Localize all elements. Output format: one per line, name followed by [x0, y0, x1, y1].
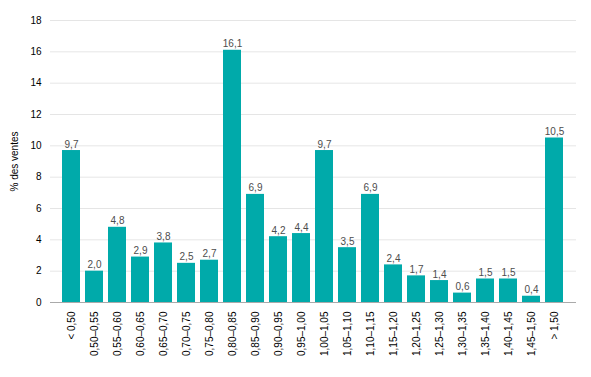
svg-text:0,85–0,90: 0,85–0,90	[250, 311, 261, 356]
svg-text:1,10–1,15: 1,10–1,15	[365, 311, 376, 356]
svg-text:0,95–1,00: 0,95–1,00	[296, 311, 307, 356]
svg-text:1,05–1,10: 1,05–1,10	[342, 311, 353, 356]
svg-text:9,7: 9,7	[65, 139, 79, 150]
svg-text:0,4: 0,4	[525, 284, 539, 295]
svg-text:0,65–0,70: 0,65–0,70	[158, 311, 169, 356]
svg-text:0,6: 0,6	[456, 281, 470, 292]
svg-text:6: 6	[36, 203, 42, 214]
svg-text:1,4: 1,4	[433, 269, 447, 280]
svg-text:2,9: 2,9	[134, 245, 148, 256]
svg-text:1,40–1,45: 1,40–1,45	[503, 311, 514, 356]
svg-text:0,50–0,55: 0,50–0,55	[89, 311, 100, 356]
svg-text:8: 8	[36, 171, 42, 182]
svg-text:0,90–0,95: 0,90–0,95	[273, 311, 284, 356]
svg-text:0,60–0,65: 0,60–0,65	[135, 311, 146, 356]
svg-text:0: 0	[36, 297, 42, 308]
svg-text:10: 10	[30, 140, 42, 151]
svg-text:0,75–0,80: 0,75–0,80	[204, 311, 215, 356]
svg-text:3,8: 3,8	[157, 231, 171, 242]
svg-text:16: 16	[30, 46, 42, 57]
svg-text:6,9: 6,9	[249, 182, 263, 193]
svg-text:12: 12	[30, 109, 42, 120]
svg-text:2,5: 2,5	[180, 251, 194, 262]
svg-text:1,5: 1,5	[502, 267, 516, 278]
svg-text:1,7: 1,7	[410, 264, 424, 275]
svg-text:1,00–1,05: 1,00–1,05	[319, 311, 330, 356]
svg-text:< 0,50: < 0,50	[66, 311, 77, 340]
svg-text:% des ventes: % des ventes	[9, 131, 20, 191]
svg-text:2: 2	[36, 265, 42, 276]
svg-text:2,4: 2,4	[387, 253, 401, 264]
svg-text:4,8: 4,8	[111, 215, 125, 226]
svg-text:4: 4	[36, 234, 42, 245]
svg-text:1,45–1,50: 1,45–1,50	[526, 311, 537, 356]
svg-text:1,15–1,20: 1,15–1,20	[388, 311, 399, 356]
svg-text:1,25–1,30: 1,25–1,30	[434, 311, 445, 356]
svg-text:1,5: 1,5	[479, 267, 493, 278]
svg-text:0,55–0,60: 0,55–0,60	[112, 311, 123, 356]
svg-text:18: 18	[30, 15, 42, 26]
svg-text:1,20–1,25: 1,20–1,25	[411, 311, 422, 356]
svg-text:0,70–0,75: 0,70–0,75	[181, 311, 192, 356]
svg-text:2,0: 2,0	[88, 259, 102, 270]
svg-text:2,7: 2,7	[203, 248, 217, 259]
svg-text:9,7: 9,7	[318, 139, 332, 150]
svg-text:3,5: 3,5	[341, 236, 355, 247]
svg-text:10,5: 10,5	[545, 126, 565, 137]
svg-text:6,9: 6,9	[364, 182, 378, 193]
svg-text:14: 14	[30, 77, 42, 88]
svg-text:> 1,50: > 1,50	[549, 311, 560, 340]
svg-text:4,4: 4,4	[295, 222, 309, 233]
svg-text:16,1: 16,1	[223, 38, 243, 49]
svg-text:4,2: 4,2	[272, 225, 286, 236]
svg-text:1,30–1,35: 1,30–1,35	[457, 311, 468, 356]
svg-text:0,80–0,85: 0,80–0,85	[227, 311, 238, 356]
svg-text:1,35–1,40: 1,35–1,40	[480, 311, 491, 356]
